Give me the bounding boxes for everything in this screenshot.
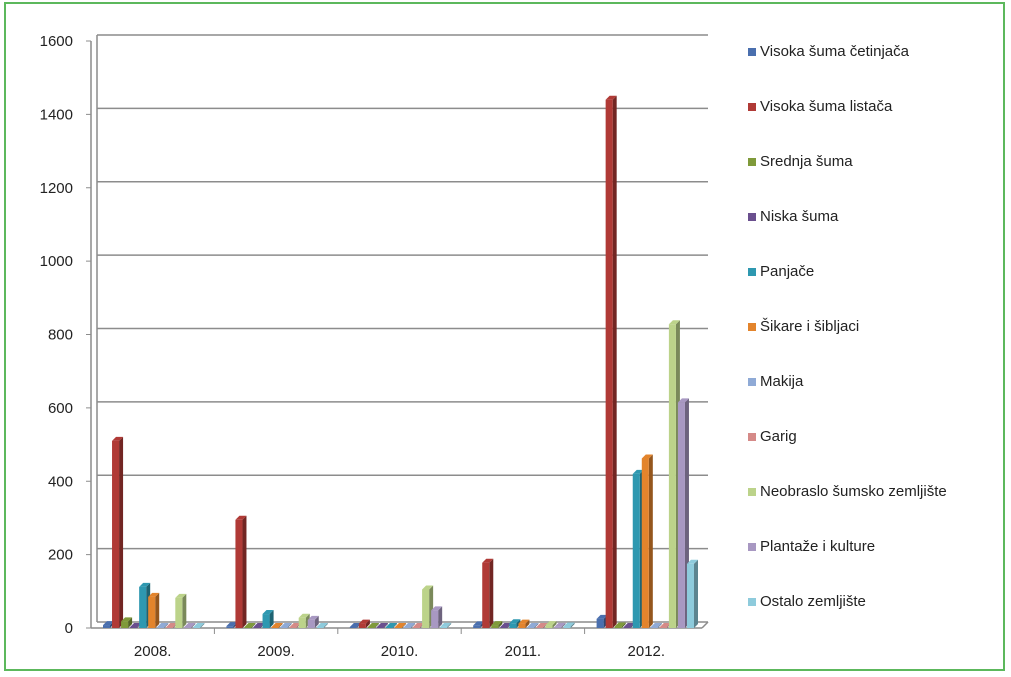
- bar: [316, 623, 328, 628]
- y-tick-label: 1400: [40, 106, 73, 123]
- legend-item: Ostalo zemljište: [748, 593, 866, 610]
- y-tick-labels: 0 200 400 600 800 1000 1200 1400 1600: [40, 33, 73, 637]
- chart-frame: 0 200 400 600 800 1000 1200 1400 1600 2008. 2009.…: [4, 2, 1005, 671]
- bar: [121, 617, 133, 628]
- bar: [394, 623, 407, 628]
- y-tick-label: 600: [48, 400, 73, 417]
- legend-swatch: [748, 48, 756, 56]
- bar: [235, 515, 247, 628]
- legend-label: Plantaže i kulture: [760, 538, 875, 555]
- legend-label: Visoka šuma listača: [760, 98, 893, 115]
- y-tick-label: 200: [48, 547, 73, 564]
- legend-label: Šikare i šibljaci: [760, 318, 859, 335]
- x-tick-labels: 2008. 2009. 2010. 2011. 2012.: [134, 643, 665, 660]
- bar: [244, 623, 256, 628]
- x-tick-label: 2012.: [628, 643, 666, 660]
- bar: [367, 623, 379, 628]
- legend-swatch: [748, 103, 756, 111]
- bar: [491, 621, 503, 628]
- bar: [440, 622, 452, 628]
- legend-swatch: [748, 268, 756, 276]
- bar: [431, 606, 443, 628]
- y-tick-label: 800: [48, 327, 73, 344]
- legend-label: Visoka šuma četinjača: [760, 43, 910, 60]
- bar: [112, 436, 124, 628]
- bars: [103, 95, 698, 628]
- legend-item: Makija: [748, 373, 804, 390]
- legend-label: Garig: [760, 428, 797, 445]
- legend-swatch: [748, 543, 756, 551]
- legend-item: Plantaže i kulture: [748, 538, 875, 555]
- bar: [614, 622, 626, 628]
- legend-swatch: [748, 488, 756, 496]
- legend-label: Makija: [760, 373, 804, 390]
- legend-label: Panjače: [760, 263, 814, 280]
- bar: [545, 621, 557, 628]
- bar: [404, 623, 416, 628]
- bar: [376, 623, 388, 628]
- legend-label: Srednja šuma: [760, 153, 853, 170]
- y-tick-label: 400: [48, 473, 73, 490]
- x-tick-label: 2011.: [505, 643, 541, 660]
- bar: [518, 619, 530, 628]
- legend-item: Visoka šuma listača: [748, 98, 893, 115]
- bar-chart: 0 200 400 600 800 1000 1200 1400 1600 2008. 2009.…: [40, 33, 947, 660]
- legend-item: Garig: [748, 428, 797, 445]
- bar: [563, 622, 575, 628]
- bar: [262, 610, 274, 628]
- bar: [385, 623, 397, 628]
- x-tick-label: 2008.: [134, 643, 172, 660]
- gridlines: [97, 34, 708, 623]
- legend: Visoka šuma četinjača Visoka šuma listača…: [748, 43, 947, 610]
- floor-edge: [701, 621, 709, 629]
- bar: [650, 623, 662, 628]
- bar: [641, 454, 653, 628]
- legend-swatch: [748, 323, 756, 331]
- legend-label: Niska šuma: [760, 208, 839, 225]
- bar: [157, 623, 169, 628]
- legend-item: Visoka šuma četinjača: [748, 43, 910, 60]
- y-tick-label: 1000: [40, 253, 73, 270]
- y-tick-label: 1600: [40, 33, 73, 50]
- y-tick-label: 0: [65, 620, 73, 637]
- legend-item: Niska šuma: [748, 208, 839, 225]
- legend-label: Neobraslo šumsko zemljište: [760, 483, 947, 500]
- bar: [482, 558, 494, 628]
- legend-swatch: [748, 598, 756, 606]
- legend-item: Šikare i šibljaci: [748, 318, 859, 335]
- y-tick-label: 1200: [40, 180, 73, 197]
- bar: [175, 593, 187, 628]
- x-tick-label: 2009.: [257, 643, 295, 660]
- bar: [271, 623, 283, 628]
- legend-label: Ostalo zemljište: [760, 593, 866, 610]
- legend-swatch: [748, 433, 756, 441]
- bar: [307, 615, 319, 628]
- legend-item: Srednja šuma: [748, 153, 853, 170]
- legend-item: Neobraslo šumsko zemljište: [748, 483, 947, 500]
- bar: [184, 623, 196, 628]
- bar: [686, 559, 698, 628]
- legend-swatch: [748, 213, 756, 221]
- legend-swatch: [748, 158, 756, 166]
- bar: [554, 622, 566, 628]
- bar: [280, 623, 292, 628]
- legend-swatch: [748, 378, 756, 386]
- legend-item: Panjače: [748, 263, 814, 280]
- bar: [358, 619, 370, 628]
- x-tick-label: 2010.: [381, 643, 419, 660]
- bar: [605, 95, 617, 628]
- bar: [193, 623, 205, 628]
- bar: [148, 592, 160, 628]
- bar: [527, 623, 539, 628]
